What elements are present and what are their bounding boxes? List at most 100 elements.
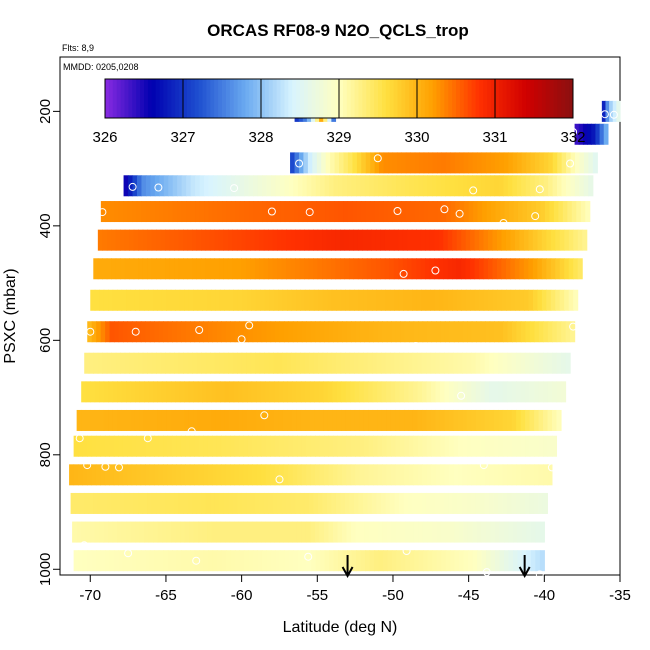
data-point (457, 391, 466, 400)
band-cell (477, 152, 483, 174)
band-cell (120, 229, 126, 251)
band-cell (209, 229, 216, 251)
band-cell (409, 521, 415, 543)
band-cell (479, 258, 485, 280)
band-cell (145, 175, 151, 197)
band-cell (142, 492, 148, 514)
band-cell (329, 201, 335, 223)
band-cell (166, 381, 172, 403)
band-cell (230, 550, 236, 572)
band-cell (484, 435, 490, 457)
band-cell (495, 201, 501, 223)
band-cell (304, 258, 310, 280)
band-cell (275, 201, 281, 223)
band-cell (324, 175, 330, 197)
colorbar-cell (136, 79, 141, 118)
arrow-head (341, 566, 354, 579)
band-cell (308, 229, 314, 251)
band-cell (157, 381, 163, 403)
band-cell (366, 229, 373, 251)
band-cell (342, 321, 348, 343)
band-cell (390, 464, 397, 486)
band-cell (333, 321, 339, 343)
band-cell (347, 201, 353, 223)
data-point (245, 321, 254, 330)
band-cell (158, 550, 164, 572)
band-cell (114, 201, 120, 223)
band-cell (555, 258, 561, 280)
marker-arrows (341, 555, 531, 579)
band-cell (457, 492, 463, 514)
band-cell (356, 152, 362, 174)
band-cell (109, 321, 115, 343)
band-cell (400, 550, 406, 572)
band-cell (121, 381, 127, 403)
band-cell (318, 352, 324, 374)
band-cell (223, 229, 229, 251)
band-cell (372, 409, 378, 431)
band-cell (251, 381, 257, 403)
colorbar-cell (537, 79, 543, 118)
band-cell (436, 521, 442, 543)
colorbar-tick-label: 332 (560, 129, 585, 146)
band-cell (190, 321, 196, 343)
band-cell (273, 352, 279, 374)
band-cell (445, 152, 451, 174)
band-cell (493, 492, 499, 514)
band-cell (85, 521, 91, 543)
band-cell (310, 464, 316, 486)
band-cell (102, 492, 108, 514)
band-cell (543, 381, 549, 403)
band-530 (90, 289, 579, 311)
band-cell (129, 352, 135, 374)
band-cell (559, 289, 565, 311)
band-cell (574, 123, 580, 145)
colorbar-cell (292, 79, 297, 118)
band-cell (516, 352, 522, 374)
band-cell (482, 201, 488, 223)
band-cell (224, 289, 230, 311)
colorbar-cell (229, 79, 235, 118)
band-cell (295, 289, 302, 311)
band-cell (340, 492, 346, 514)
band-cell (279, 435, 285, 457)
band-cell (172, 550, 178, 572)
band-cell (498, 321, 504, 343)
band-cell (131, 321, 138, 343)
band-cell (373, 321, 379, 343)
band-cell (363, 289, 369, 311)
band-cell (340, 352, 346, 374)
band-cell (216, 521, 222, 543)
band-cell (109, 550, 115, 572)
colorbar-cell (557, 79, 562, 118)
band-cell (395, 381, 401, 403)
band-cell (143, 409, 149, 431)
band-cell (277, 492, 283, 514)
band-cell (413, 435, 419, 457)
band-cell (458, 175, 464, 197)
band-cell (335, 229, 341, 251)
band-cell (395, 521, 402, 543)
band-cell (88, 492, 94, 514)
band-cell (462, 321, 468, 343)
band-cell (138, 258, 144, 280)
band-cell (378, 201, 385, 223)
band-cell (243, 435, 249, 457)
band-cell (261, 464, 267, 486)
band-cell (99, 521, 105, 543)
band-cell (263, 258, 269, 280)
band-cell (529, 435, 535, 457)
band-cell (304, 229, 310, 251)
band-cell (552, 409, 558, 431)
band-cell (152, 381, 159, 403)
band-cell (154, 321, 160, 343)
band-cell (542, 464, 549, 486)
data-point (569, 322, 578, 331)
band-cell (475, 381, 481, 403)
band-cell (115, 352, 121, 374)
band-cell (452, 258, 458, 280)
band-cell (128, 175, 134, 197)
band-cell (178, 229, 184, 251)
band-640 (84, 352, 571, 374)
band-cell (223, 492, 229, 514)
